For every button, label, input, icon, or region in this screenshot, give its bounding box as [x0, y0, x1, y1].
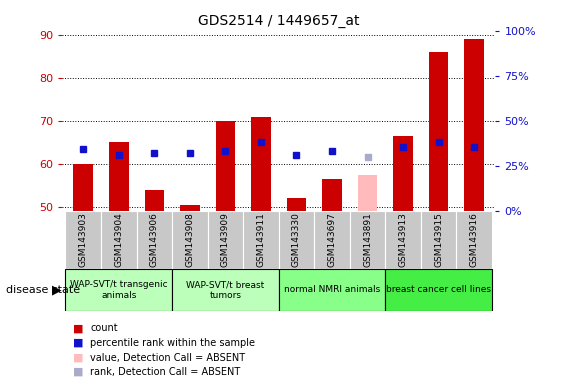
Bar	[350, 211, 385, 269]
Text: GSM143906: GSM143906	[150, 213, 159, 267]
Bar	[358, 175, 377, 211]
Text: GSM143911: GSM143911	[256, 213, 265, 267]
Bar	[279, 269, 385, 311]
Bar	[457, 211, 492, 269]
Bar	[279, 211, 314, 269]
Text: disease state: disease state	[6, 285, 80, 295]
Bar	[180, 205, 200, 211]
Bar	[429, 52, 448, 211]
Bar	[394, 136, 413, 211]
Bar	[172, 269, 279, 311]
Bar	[109, 142, 128, 211]
Text: ■: ■	[73, 323, 84, 333]
Text: ■: ■	[73, 338, 84, 348]
Bar	[421, 211, 457, 269]
Text: breast cancer cell lines: breast cancer cell lines	[386, 285, 491, 295]
Text: GSM143903: GSM143903	[79, 213, 88, 267]
Bar	[216, 121, 235, 211]
Text: ■: ■	[73, 353, 84, 362]
Text: rank, Detection Call = ABSENT: rank, Detection Call = ABSENT	[90, 367, 240, 377]
Text: GSM143915: GSM143915	[434, 213, 443, 267]
Title: GDS2514 / 1449657_at: GDS2514 / 1449657_at	[198, 14, 359, 28]
Text: GSM143909: GSM143909	[221, 213, 230, 267]
Bar	[322, 179, 342, 211]
Bar	[74, 164, 93, 211]
Text: GSM143913: GSM143913	[399, 213, 408, 267]
Bar	[137, 211, 172, 269]
Bar	[101, 211, 137, 269]
Bar	[287, 198, 306, 211]
Bar	[314, 211, 350, 269]
Text: GSM143330: GSM143330	[292, 213, 301, 267]
Text: GSM143904: GSM143904	[114, 213, 123, 267]
Text: count: count	[90, 323, 118, 333]
Bar	[65, 211, 101, 269]
Text: value, Detection Call = ABSENT: value, Detection Call = ABSENT	[90, 353, 245, 362]
Text: normal NMRI animals: normal NMRI animals	[284, 285, 380, 295]
Bar	[145, 190, 164, 211]
Text: ▶: ▶	[52, 283, 61, 296]
Text: GSM143891: GSM143891	[363, 213, 372, 267]
Bar	[172, 211, 208, 269]
Bar	[385, 269, 492, 311]
Text: WAP-SVT/t breast
tumors: WAP-SVT/t breast tumors	[186, 280, 265, 300]
Bar	[208, 211, 243, 269]
Bar	[385, 211, 421, 269]
Bar	[243, 211, 279, 269]
Text: GSM143916: GSM143916	[470, 213, 479, 267]
Bar	[251, 117, 271, 211]
Text: percentile rank within the sample: percentile rank within the sample	[90, 338, 255, 348]
Text: ■: ■	[73, 367, 84, 377]
Bar	[464, 39, 484, 211]
Text: GSM143908: GSM143908	[185, 213, 194, 267]
Text: WAP-SVT/t transgenic
animals: WAP-SVT/t transgenic animals	[70, 280, 168, 300]
Text: GSM143697: GSM143697	[328, 213, 337, 267]
Bar	[65, 269, 172, 311]
